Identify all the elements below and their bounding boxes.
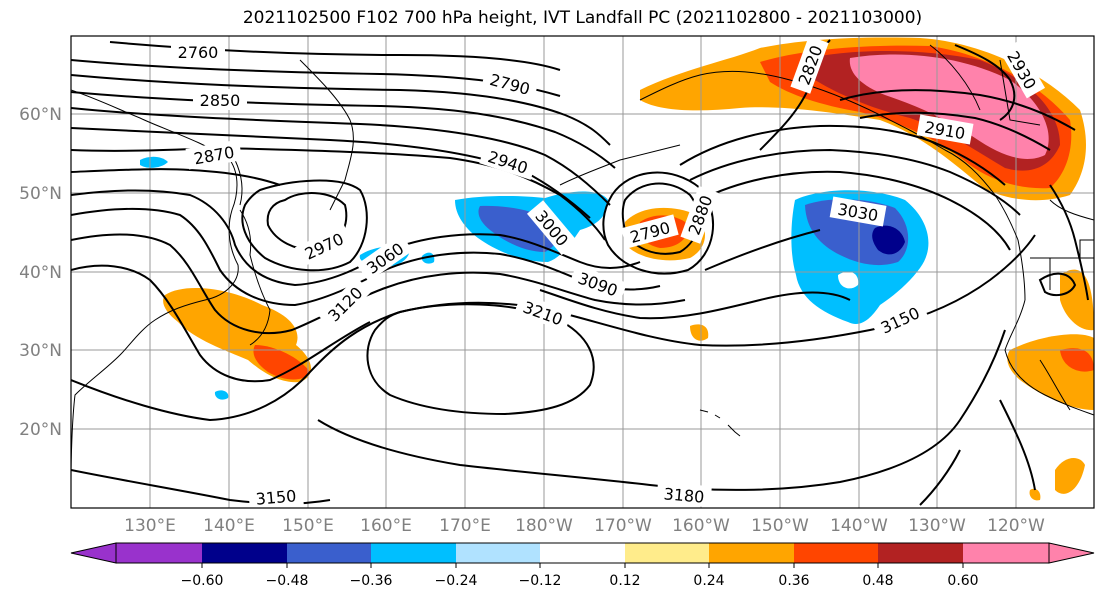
colorbar-segment (709, 543, 794, 563)
map-title: 2021102500 F102 700 hPa height, IVT Land… (242, 8, 923, 28)
colorbar-tick-label: −0.48 (266, 573, 309, 589)
contour-3000 (71, 189, 641, 287)
colorbar-segment (625, 543, 709, 563)
contour-2880 (71, 107, 611, 206)
colorbar-segment (878, 543, 963, 563)
lat-label-30n: 30°N (19, 341, 62, 361)
longitude-labels: 130°E 140°E 150°E 160°E 170°E 180°W 170°… (124, 516, 1045, 536)
lon-label: 150°E (282, 516, 334, 536)
contour-east-11 (999, 399, 1036, 491)
colorbar-segment (794, 543, 878, 563)
coastlines (71, 44, 1094, 481)
lon-label: 120°W (987, 516, 1045, 536)
lat-label-40n: 40°N (19, 263, 62, 283)
colorbar-segment (540, 543, 625, 563)
baja-coast (1039, 359, 1071, 411)
na-west-coast (1004, 299, 1094, 416)
colorbar-extend-high (1048, 542, 1095, 564)
contour-2940 (71, 146, 606, 241)
colorbar-segment (963, 543, 1049, 563)
positive-anomaly-alaska-max (849, 54, 1049, 159)
colorbar-segment (456, 543, 540, 563)
lon-label: 180°W (515, 516, 573, 536)
lat-label-20n: 20°N (19, 420, 62, 440)
lon-label: 130°W (908, 516, 966, 536)
contour-3120 (71, 264, 371, 383)
colorbar-segment (116, 543, 202, 563)
sakhalin-coast (234, 159, 243, 206)
colorbar-tick-label: 0.60 (947, 573, 978, 589)
lon-label: 170°W (594, 516, 652, 536)
contour-east-2 (699, 170, 1011, 251)
lon-label: 140°W (830, 516, 888, 536)
contour-3030 (71, 207, 661, 307)
colorbar-segment (202, 543, 287, 563)
negative-anomaly-northeast-core (872, 225, 905, 255)
contour-east-10 (1038, 272, 1077, 297)
lon-label: 160°E (360, 516, 412, 536)
contour-label: 2850 (200, 91, 241, 110)
contour-east-12 (919, 449, 961, 506)
colorbar-tick-label: 0.24 (693, 573, 724, 589)
contour-3090 (539, 289, 851, 320)
asia-coast (71, 89, 239, 481)
hawaii (699, 409, 741, 437)
contour-east-8 (954, 44, 1016, 121)
alaska-coast (639, 70, 1026, 301)
lon-label: 130°E (124, 516, 176, 536)
colorbar-extend-low (70, 542, 117, 564)
lat-label-60n: 60°N (19, 105, 62, 125)
contour-cutoff-2 (602, 171, 714, 275)
contour-2820 (71, 74, 611, 146)
lon-label: 170°E (439, 516, 491, 536)
colorbar-tick-label: −0.12 (519, 573, 562, 589)
contour-east-7 (859, 111, 1051, 151)
contour-2970-a (71, 168, 281, 186)
contour-cutoff-1 (621, 182, 700, 255)
lat-label-50n: 50°N (19, 184, 62, 204)
colorbar-segment (371, 543, 456, 563)
contour-east-6 (839, 89, 1076, 131)
colorbar-tick-label: −0.24 (435, 573, 478, 589)
lon-label: 140°E (203, 516, 255, 536)
contour-2970-c (241, 179, 368, 272)
lon-label: 150°W (751, 516, 809, 536)
contour-3180 (317, 329, 1006, 491)
colorbar-tick-label: −0.60 (181, 573, 224, 589)
aleutians (559, 144, 681, 186)
contour-east-9 (1049, 184, 1089, 301)
na-interior (929, 44, 1094, 221)
contour-east-3 (689, 148, 1021, 216)
contour-east-4 (679, 124, 1006, 186)
colorbar-segment (287, 543, 371, 563)
colorbar-tick-label: 0.36 (778, 573, 809, 589)
contour-2910 (71, 127, 591, 219)
map-frame (70, 35, 1095, 509)
lon-label: 160°W (672, 516, 730, 536)
contour-label: 3150 (255, 486, 297, 508)
contour-label: 3180 (663, 484, 705, 506)
latitude-labels: 60°N 50°N 40°N 30°N 20°N (19, 105, 62, 440)
contour-label: 2760 (178, 43, 219, 62)
colorbar-tick-label: 0.48 (862, 573, 893, 589)
positive-anomaly-japan-core (253, 345, 310, 380)
colorbar: −0.60 −0.48 −0.36 −0.24 −0.12 0.12 0.24 … (70, 542, 1095, 589)
colorbar-tick-label: −0.36 (350, 573, 393, 589)
contour-east-1 (704, 229, 821, 271)
contour-2850 (71, 91, 616, 169)
colorbar-tick-label: 0.12 (609, 573, 640, 589)
